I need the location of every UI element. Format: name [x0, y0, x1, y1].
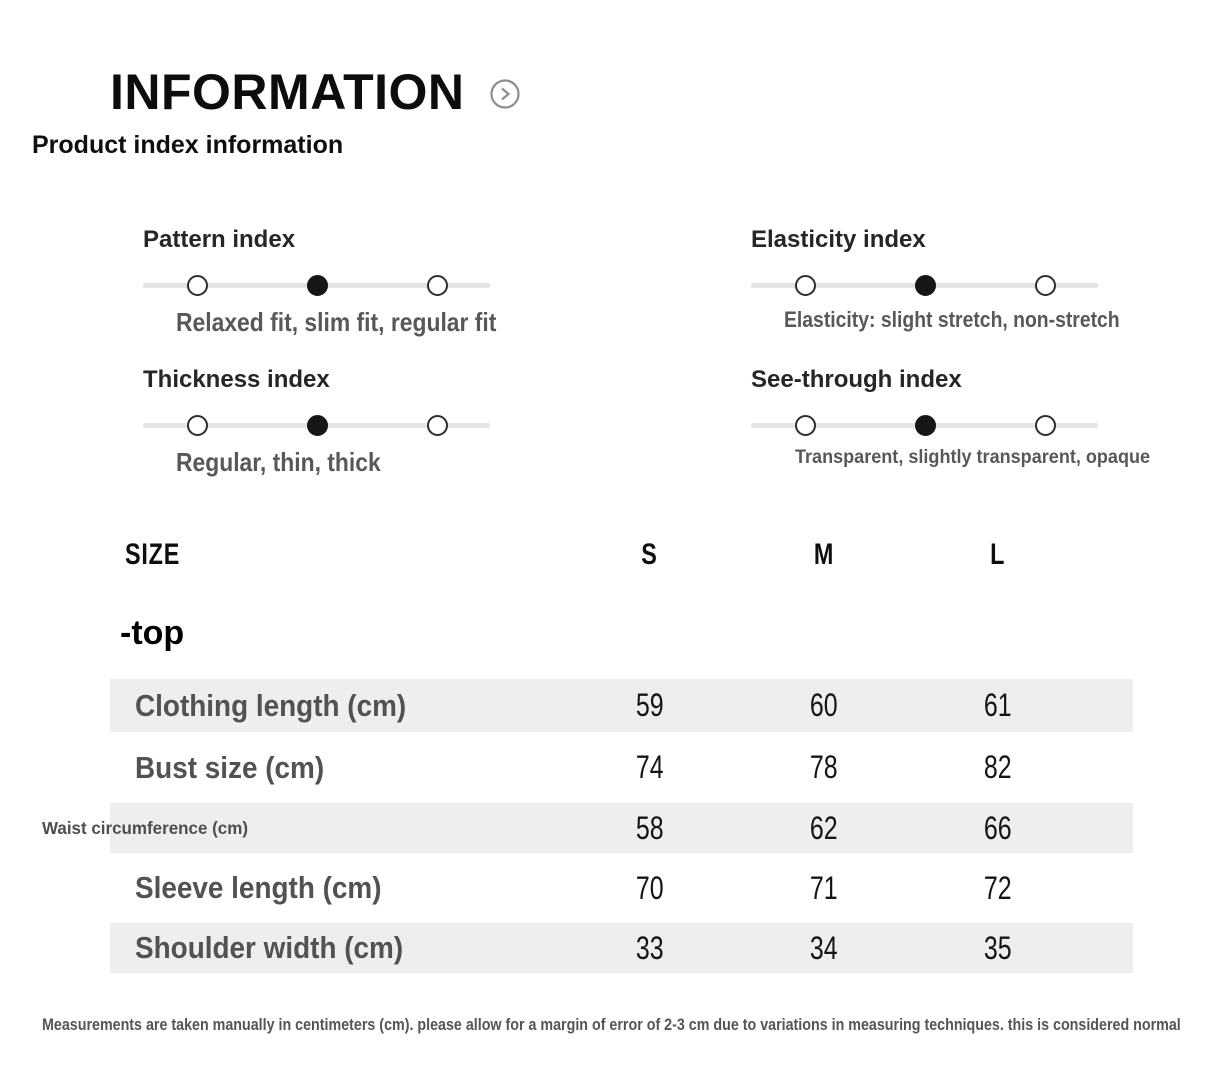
table-row-sleeve-length: Sleeve length (cm) 70 71 72 — [110, 853, 1133, 923]
row-value-cell: 70 — [563, 870, 737, 907]
row-value-cell: 58 — [563, 810, 737, 847]
row-value-cell: 61 — [911, 687, 1085, 724]
row-label-cell: Shoulder width (cm) — [110, 930, 563, 966]
row-label: Sleeve length (cm) — [135, 870, 382, 905]
row-value-cell: 59 — [563, 687, 737, 724]
thickness-index-slider — [143, 414, 490, 437]
row-label-cell: Clothing length (cm) — [110, 688, 563, 724]
row-value-cell: 82 — [911, 749, 1085, 786]
row-value-cell: 74 — [563, 749, 737, 786]
slider-dot-selected — [915, 415, 936, 436]
table-row-shoulder-width: Shoulder width (cm) 33 34 35 — [110, 923, 1133, 973]
row-value-cell: 33 — [563, 930, 737, 967]
cell-value: 66 — [984, 809, 1012, 846]
row-value-cell: 35 — [911, 930, 1085, 967]
elasticity-index-caption: Elasticity: slight stretch, non-stretch — [784, 307, 1120, 332]
slider-dot-low — [795, 415, 816, 436]
size-header-label-cell: SIZE — [110, 538, 563, 572]
row-value-cell: 66 — [911, 810, 1085, 847]
pattern-index-block: Pattern index Relaxed fit, slim fit, reg… — [143, 226, 623, 338]
pattern-index-title: Pattern index — [143, 226, 296, 253]
pattern-index-slider — [143, 274, 490, 297]
size-table-header: SIZE S M L — [110, 534, 1133, 576]
row-label: Bust size (cm) — [135, 749, 325, 785]
slider-dot-selected — [915, 275, 936, 296]
row-value-cell: 60 — [737, 687, 911, 724]
chevron-right-circle-icon — [489, 78, 521, 110]
cell-value: 74 — [636, 749, 664, 785]
slider-dot-high — [427, 275, 448, 296]
elasticity-index-title: Elasticity index — [751, 226, 926, 253]
slider-dot-low — [795, 275, 816, 296]
cell-value: 35 — [984, 929, 1012, 966]
slider-dot-high — [1035, 275, 1056, 296]
row-value-cell: 62 — [737, 810, 911, 847]
slider-dot-low — [187, 415, 208, 436]
table-row-waist-circumference: Waist circumference (cm) 58 62 66 — [42, 803, 1133, 853]
see-through-index-slider — [751, 414, 1098, 437]
page-title: INFORMATION — [110, 64, 465, 120]
cell-value: 82 — [984, 749, 1012, 785]
slider-dot-high — [427, 415, 448, 436]
cell-value: 59 — [636, 687, 664, 723]
measurement-disclaimer: Measurements are taken manually in centi… — [42, 1015, 1181, 1034]
see-through-index-title: See-through index — [751, 366, 962, 393]
cell-value: 62 — [810, 809, 838, 846]
row-label-cell: Bust size (cm) — [110, 750, 563, 786]
pattern-index-caption: Relaxed fit, slim fit, regular fit — [176, 307, 497, 337]
size-column-s: S — [563, 538, 737, 572]
row-label-cell: Waist circumference (cm) — [42, 818, 563, 839]
row-label: Waist circumference (cm) — [42, 817, 248, 838]
cell-value: 60 — [810, 687, 838, 723]
size-table: Clothing length (cm) 59 60 61 Bust size … — [42, 679, 1133, 973]
row-value-cell: 72 — [911, 870, 1085, 907]
slider-dot-selected — [307, 415, 328, 436]
table-row-bust-size: Bust size (cm) 74 78 82 — [110, 732, 1133, 803]
elasticity-index-block: Elasticity index Elasticity: slight stre… — [751, 226, 1221, 333]
cell-value: 71 — [810, 869, 838, 906]
table-row-clothing-length: Clothing length (cm) 59 60 61 — [110, 679, 1133, 732]
size-header-label: SIZE — [125, 538, 181, 571]
size-column-l: L — [911, 538, 1085, 572]
thickness-index-block: Thickness index Regular, thin, thick — [143, 366, 623, 478]
cell-value: 33 — [636, 929, 664, 966]
section-title-top: -top — [120, 614, 185, 652]
cell-value: 70 — [636, 869, 664, 906]
thickness-index-title: Thickness index — [143, 366, 330, 393]
slider-dot-high — [1035, 415, 1056, 436]
row-label: Clothing length (cm) — [135, 687, 407, 723]
page-subtitle: Product index information — [32, 131, 344, 159]
see-through-index-block: See-through index Transparent, slightly … — [751, 366, 1221, 469]
cell-value: 58 — [636, 809, 664, 846]
thickness-index-caption: Regular, thin, thick — [176, 447, 381, 477]
slider-dot-low — [187, 275, 208, 296]
cell-value: 61 — [984, 687, 1012, 723]
size-column-l-label: L — [990, 538, 1006, 571]
see-through-index-caption: Transparent, slightly transparent, opaqu… — [795, 447, 1151, 468]
row-value-cell: 71 — [737, 870, 911, 907]
elasticity-index-slider — [751, 274, 1098, 297]
cell-value: 78 — [810, 749, 838, 785]
size-column-m: M — [737, 538, 911, 572]
row-value-cell: 34 — [737, 930, 911, 967]
size-column-m-label: M — [813, 538, 835, 571]
cell-value: 72 — [984, 869, 1012, 906]
row-label-cell: Sleeve length (cm) — [110, 870, 563, 906]
row-value-cell: 78 — [737, 749, 911, 786]
size-column-s-label: S — [641, 538, 659, 571]
cell-value: 34 — [810, 929, 838, 966]
row-label: Shoulder width (cm) — [135, 930, 404, 965]
slider-dot-selected — [307, 275, 328, 296]
